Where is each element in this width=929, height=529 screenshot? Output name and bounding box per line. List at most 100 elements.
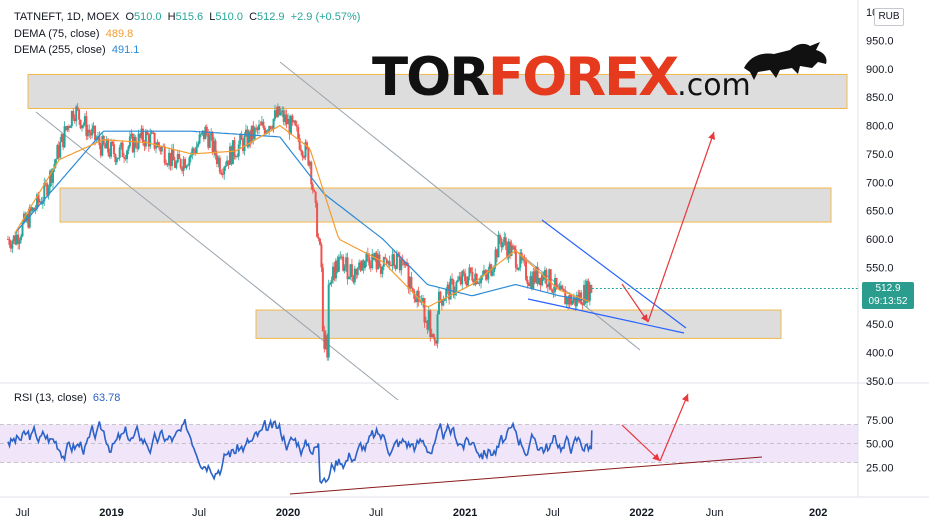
candle-body — [432, 334, 435, 338]
ohlc-legend: TATNEFT, 1D, MOEX O510.0 H515.6 L510.0 C… — [14, 11, 360, 23]
candle-body — [88, 129, 91, 133]
candle-body — [66, 125, 69, 130]
candle-body — [456, 280, 459, 282]
dema255-line — [14, 130, 590, 302]
x-tick-label: 2022 — [629, 507, 653, 519]
y-tick-label: 600.0 — [866, 234, 894, 246]
candle-body — [67, 125, 70, 128]
candle-body — [287, 118, 290, 125]
candle-body — [388, 261, 391, 266]
candle-body — [246, 129, 249, 147]
candle-body — [192, 148, 195, 151]
candle-body — [275, 110, 278, 117]
x-tick-label: Jul — [369, 507, 383, 519]
candle-body — [414, 298, 417, 303]
candle-body — [243, 135, 246, 151]
candle-body — [92, 125, 95, 129]
support-resistance-zone — [27, 73, 848, 110]
candle-body — [503, 237, 506, 243]
candle-body — [538, 277, 541, 284]
candle-body — [210, 132, 213, 136]
candle-body — [153, 132, 156, 149]
candle-body — [429, 310, 432, 338]
candle-body — [98, 136, 101, 145]
y-tick-label: 950.0 — [866, 35, 894, 47]
candle-body — [218, 157, 221, 173]
y-tick-label: 650.0 — [866, 206, 894, 218]
candle-body — [334, 260, 337, 279]
candle-body — [249, 131, 252, 143]
rsi-tick-label: 50.00 — [866, 439, 894, 451]
candle-body — [564, 291, 567, 305]
candle-body — [471, 271, 474, 281]
candle-body — [424, 320, 427, 323]
candle-body — [358, 262, 361, 269]
candle-body — [253, 127, 256, 139]
candle-body — [565, 296, 568, 305]
candle-body — [279, 112, 282, 115]
candle-body — [240, 134, 243, 140]
candle-body — [44, 183, 47, 185]
y-tick-label: 400.0 — [866, 348, 894, 360]
candle-body — [159, 146, 162, 152]
candle-body — [433, 337, 436, 341]
candle-body — [404, 262, 407, 266]
candle-body — [108, 152, 111, 157]
candle-body — [121, 142, 124, 157]
candle-body — [303, 157, 306, 159]
candle-body — [491, 271, 494, 276]
candle-body — [375, 252, 378, 270]
candle-body — [480, 276, 483, 284]
rsi-tick-label: 75.00 — [866, 415, 894, 427]
candle-body — [394, 265, 397, 269]
wedge-line-lower — [527, 298, 685, 334]
candle-body — [252, 125, 255, 139]
candle-body — [410, 277, 413, 289]
candle-body — [43, 183, 46, 202]
candle-body — [525, 260, 528, 280]
logo-part-3: .com — [677, 68, 751, 103]
candle-body — [262, 121, 265, 128]
candle-body — [349, 264, 352, 278]
candle-body — [289, 115, 292, 135]
candle-body — [198, 134, 201, 144]
candle-body — [574, 297, 577, 307]
logo-part-1: TOR — [372, 47, 490, 108]
candle-body — [368, 257, 371, 266]
candle-body — [199, 133, 202, 135]
candle-body — [324, 335, 327, 349]
candles — [7, 103, 593, 361]
candle-body — [568, 295, 571, 305]
candle-body — [30, 206, 33, 212]
dema255-legend[interactable]: DEMA (255, close) 491.1 — [14, 44, 139, 56]
candle-body — [488, 264, 491, 270]
x-tick-label: 2021 — [453, 507, 477, 519]
candle-body — [51, 168, 54, 183]
candle-body — [391, 254, 394, 266]
candle-body — [430, 334, 433, 338]
y-tick-label: 700.0 — [866, 177, 894, 189]
candle-body — [295, 125, 298, 128]
candle-body — [403, 261, 406, 266]
candle-body — [33, 207, 36, 211]
candle-body — [318, 238, 321, 245]
currency-button[interactable]: RUB — [874, 8, 904, 26]
rsi-legend[interactable]: RSI (13, close) 63.78 — [14, 392, 120, 404]
dema75-legend[interactable]: DEMA (75, close) 489.8 — [14, 28, 133, 40]
candle-body — [352, 276, 355, 283]
close-label: C — [249, 11, 258, 23]
rsi-line — [7, 417, 593, 485]
candle-body — [178, 153, 181, 159]
candle-body — [120, 142, 123, 148]
candle-body — [79, 119, 82, 129]
candle-body — [332, 266, 335, 281]
candle-body — [117, 157, 120, 160]
y-tick-label: 800.0 — [866, 121, 894, 133]
candle-body — [53, 163, 56, 169]
candle-body — [291, 115, 294, 122]
candle-body — [511, 245, 514, 247]
candle-body — [172, 148, 175, 161]
candle-body — [17, 234, 20, 244]
candle-body — [346, 257, 349, 280]
